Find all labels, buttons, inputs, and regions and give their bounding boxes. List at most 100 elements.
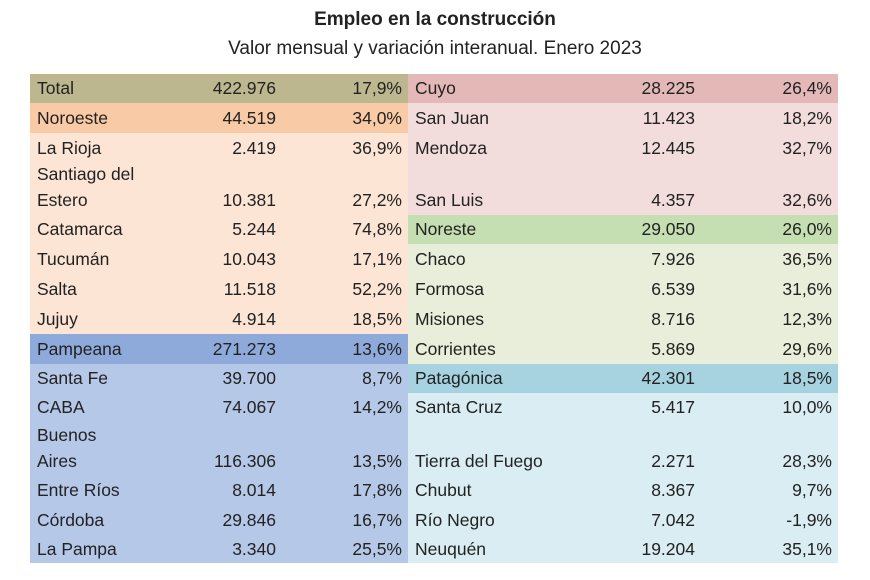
yoy-change: 16,7% bbox=[352, 510, 402, 530]
table-row bbox=[30, 505, 408, 535]
region-name: San Luis bbox=[415, 190, 484, 210]
region-name: Salta bbox=[37, 279, 77, 299]
table-row bbox=[30, 161, 408, 187]
table-row bbox=[408, 448, 838, 476]
yoy-change: 31,6% bbox=[782, 279, 832, 299]
region-name: Misiones bbox=[415, 309, 485, 329]
employment-value: 5.244 bbox=[232, 219, 276, 239]
table-row bbox=[408, 476, 838, 505]
table-row bbox=[408, 334, 838, 364]
region-name: La Pampa bbox=[37, 539, 117, 559]
employment-value: 44.519 bbox=[222, 108, 276, 128]
yoy-change: 26,4% bbox=[782, 78, 832, 98]
region-name: Santiago del bbox=[37, 164, 135, 184]
region-name: La Rioja bbox=[37, 138, 102, 158]
table-row bbox=[408, 244, 838, 274]
region-name: Santa Cruz bbox=[415, 397, 503, 417]
table-row bbox=[30, 103, 408, 133]
table-row bbox=[408, 133, 838, 161]
employment-value: 11.518 bbox=[223, 279, 276, 299]
yoy-change: 18,5% bbox=[782, 368, 832, 388]
employment-value: 39.700 bbox=[222, 368, 276, 388]
yoy-change: 9,7% bbox=[792, 480, 832, 500]
table-row bbox=[408, 393, 838, 421]
employment-value: 4.914 bbox=[232, 309, 276, 329]
table-row bbox=[30, 421, 408, 448]
table-row bbox=[30, 133, 408, 161]
yoy-change: 29,6% bbox=[782, 339, 832, 359]
employment-value: 10.043 bbox=[222, 249, 276, 269]
yoy-change: 36,5% bbox=[782, 249, 832, 269]
yoy-change: 18,5% bbox=[352, 309, 402, 329]
employment-value: 8.716 bbox=[651, 309, 695, 329]
employment-value: 7.042 bbox=[651, 510, 695, 530]
table-row bbox=[408, 215, 838, 244]
employment-value: 2.419 bbox=[232, 138, 276, 158]
employment-value: 74.067 bbox=[222, 397, 276, 417]
yoy-change: 10,0% bbox=[782, 397, 832, 417]
employment-value: 8.367 bbox=[651, 480, 695, 500]
table-row bbox=[30, 187, 408, 215]
region-name: Tierra del Fuego bbox=[415, 451, 543, 471]
region-name: Mendoza bbox=[415, 138, 487, 158]
region-name: Catamarca bbox=[37, 219, 123, 239]
region-name: Pampeana bbox=[37, 339, 122, 359]
employment-value: 29.050 bbox=[641, 219, 695, 239]
region-name: Corrientes bbox=[415, 339, 496, 359]
employment-value: 116.306 bbox=[214, 451, 276, 471]
employment-value: 28.225 bbox=[641, 78, 695, 98]
employment-value: 7.926 bbox=[651, 249, 695, 269]
yoy-change: 35,1% bbox=[782, 539, 832, 559]
region-name: Estero bbox=[37, 190, 88, 210]
yoy-change: 26,0% bbox=[782, 219, 832, 239]
table-row bbox=[30, 476, 408, 505]
region-name: Chaco bbox=[415, 249, 466, 269]
table-row bbox=[408, 304, 838, 334]
yoy-change: 32,7% bbox=[782, 138, 832, 158]
table-row bbox=[30, 535, 408, 563]
employment-value: 19.204 bbox=[641, 539, 695, 559]
table-row bbox=[30, 364, 408, 393]
table-row bbox=[408, 161, 838, 187]
region-name: Total bbox=[37, 78, 74, 98]
region-name: Noreste bbox=[415, 219, 477, 239]
yoy-change: 25,5% bbox=[352, 539, 402, 559]
yoy-change: 13,5% bbox=[352, 451, 402, 471]
region-name: Noroeste bbox=[37, 108, 109, 128]
yoy-change: 74,8% bbox=[352, 219, 402, 239]
table-row bbox=[408, 535, 838, 563]
table-row bbox=[30, 215, 408, 244]
region-name: San Juan bbox=[415, 108, 489, 128]
employment-value: 12.445 bbox=[641, 138, 695, 158]
yoy-change: 13,6% bbox=[352, 339, 402, 359]
table-row bbox=[408, 421, 838, 448]
employment-value: 422.976 bbox=[212, 78, 276, 98]
yoy-change: 36,9% bbox=[352, 138, 402, 158]
employment-value: 5.869 bbox=[651, 339, 695, 359]
yoy-change: 28,3% bbox=[782, 451, 832, 471]
yoy-change: 17,1% bbox=[352, 249, 402, 269]
yoy-change: 27,2% bbox=[352, 190, 402, 210]
region-name: Buenos bbox=[37, 425, 97, 445]
table-subtitle: Valor mensual y variación interanual. En… bbox=[228, 38, 642, 59]
yoy-change: 17,9% bbox=[352, 78, 402, 98]
employment-value: 4.357 bbox=[651, 190, 695, 210]
yoy-change: 12,3% bbox=[782, 309, 832, 329]
table-row bbox=[30, 448, 408, 476]
employment-value: 42.301 bbox=[641, 368, 695, 388]
table-row bbox=[408, 364, 838, 393]
yoy-change: 32,6% bbox=[782, 190, 832, 210]
region-name: Entre Ríos bbox=[37, 480, 120, 500]
region-name: Tucumán bbox=[37, 249, 110, 269]
table-row bbox=[30, 304, 408, 334]
region-name: Formosa bbox=[415, 279, 485, 299]
region-name: Córdoba bbox=[37, 510, 105, 530]
region-name: Chubut bbox=[415, 480, 472, 500]
employment-value: 271.273 bbox=[212, 339, 276, 359]
table-row bbox=[408, 74, 838, 103]
region-name: Jujuy bbox=[37, 309, 78, 329]
region-name: Neuquén bbox=[415, 539, 487, 559]
table-row bbox=[30, 244, 408, 274]
region-name: Cuyo bbox=[415, 78, 456, 98]
region-name: Río Negro bbox=[415, 510, 495, 530]
